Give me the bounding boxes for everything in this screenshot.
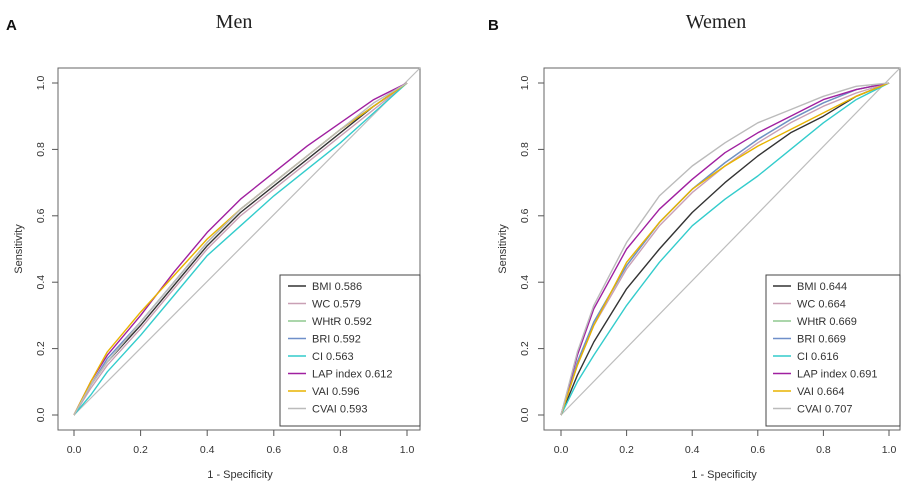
y-tick-label-a: 1.0 xyxy=(35,76,47,91)
panel-a: A Men 0.0 0.2 0.4 0.6 0.8 1.0 0.0 0.2 0.4 0.6 0.8 1… xyxy=(6,11,421,481)
y-tick-label-b: 1.0 xyxy=(519,76,531,91)
legend-box-a xyxy=(279,274,421,427)
legend-label-b-2: WHtR 0.669 xyxy=(797,316,857,328)
x-axis-label-b: 1 - Specificity xyxy=(691,469,757,481)
x-tick-label-b: 0.8 xyxy=(816,444,831,456)
y-tick-label-a: 0.8 xyxy=(35,142,47,157)
panel-label-b: B xyxy=(488,17,499,34)
x-tick-label-a: 1.0 xyxy=(400,444,415,456)
x-tick-label-b: 0.2 xyxy=(619,444,634,456)
x-axis-label-a: 1 - Specificity xyxy=(207,469,273,481)
roc-curve-a-5 xyxy=(73,82,408,416)
legend-label-b-1: WC 0.664 xyxy=(797,299,846,311)
x-tick-label-a: 0.0 xyxy=(67,444,82,456)
legend-label-a-0: BMI 0.586 xyxy=(312,281,362,293)
y-tick-label-a: 0.6 xyxy=(35,208,47,223)
roc-curve-b-4 xyxy=(560,82,890,416)
legend-label-a-7: CVAI 0.593 xyxy=(312,404,367,416)
plot-frame-b xyxy=(543,67,901,431)
legend-label-a-1: WC 0.579 xyxy=(312,299,361,311)
roc-curve-b-0 xyxy=(560,82,890,416)
roc-curve-b-3 xyxy=(560,82,890,416)
roc-curve-b-7 xyxy=(560,82,890,416)
plot-area-b: 0.0 0.2 0.4 0.6 0.8 1.0 0.0 0.2 0.4 0.6 0.8 1.0 xyxy=(519,67,901,456)
y-tick-label-b: 0.6 xyxy=(519,208,531,223)
legend-label-b-3: BRI 0.669 xyxy=(797,334,846,346)
x-tick-label-a: 0.8 xyxy=(333,444,348,456)
roc-curve-b-6 xyxy=(560,82,890,416)
x-tick-label-b: 0.4 xyxy=(685,444,700,456)
reference-diagonal-a xyxy=(73,67,421,416)
legend-label-a-4: CI 0.563 xyxy=(312,351,354,363)
y-tick-label-b: 0.2 xyxy=(519,341,531,356)
y-tick-label-a: 0.0 xyxy=(35,408,47,423)
y-axis-label-b: Sensitivity xyxy=(497,224,509,274)
x-tick-label-b: 0.6 xyxy=(750,444,765,456)
x-tick-label-a: 0.2 xyxy=(133,444,148,456)
x-tick-label-b: 1.0 xyxy=(882,444,897,456)
x-tick-label-b: 0.0 xyxy=(554,444,569,456)
y-tick-label-b: 0.8 xyxy=(519,142,531,157)
y-axis-label-a: Sensitivity xyxy=(13,224,25,274)
y-tick-label-b: 0.4 xyxy=(519,275,531,290)
chart-title-men: Men xyxy=(216,11,253,33)
legend-label-a-3: BRI 0.592 xyxy=(312,334,361,346)
plot-area-a: 0.0 0.2 0.4 0.6 0.8 1.0 0.0 0.2 0.4 0.6 0.8 1.0 xyxy=(35,67,421,456)
roc-curve-b-5 xyxy=(560,82,890,416)
plot-frame-a xyxy=(57,67,421,431)
panel-b: B Wemen 0.0 0.2 0.4 0.6 0.8 1.00.00.20.40.60.… xyxy=(488,11,901,481)
y-tick-label-b: 0.0 xyxy=(519,408,531,423)
legend-label-a-5: LAP index 0.612 xyxy=(312,369,393,381)
legend-label-a-2: WHtR 0.592 xyxy=(312,316,372,328)
x-tick-label-a: 0.4 xyxy=(200,444,215,456)
roc-curve-a-1 xyxy=(73,82,408,416)
legend-label-b-5: LAP index 0.691 xyxy=(797,369,878,381)
panel-label-a: A xyxy=(6,17,17,34)
legend-box-b xyxy=(765,274,901,427)
y-tick-label-a: 0.2 xyxy=(35,341,47,356)
y-tick-label-a: 0.4 xyxy=(35,275,47,290)
legend-a: BMI 0.586 WC 0.579 WHtR 0.592 BRI 0.592 CI 0… xyxy=(279,274,421,427)
roc-curve-a-7 xyxy=(73,82,408,416)
legend-label-b-7: CVAI 0.707 xyxy=(797,404,852,416)
legend-label-b-4: CI 0.616 xyxy=(797,351,839,363)
roc-curve-a-4 xyxy=(73,82,408,416)
reference-diagonal-b xyxy=(560,67,901,416)
legend-b: BMI 0.644 WC 0.664 WHtR 0.669 BRI 0.669 CI 0… xyxy=(765,274,901,427)
legend-label-b-6: VAI 0.664 xyxy=(797,386,845,398)
chart-title-wemen: Wemen xyxy=(686,11,747,33)
x-tick-label-a: 0.6 xyxy=(266,444,281,456)
legend-label-b-0: BMI 0.644 xyxy=(797,281,847,293)
legend-label-a-6: VAI 0.596 xyxy=(312,386,360,398)
